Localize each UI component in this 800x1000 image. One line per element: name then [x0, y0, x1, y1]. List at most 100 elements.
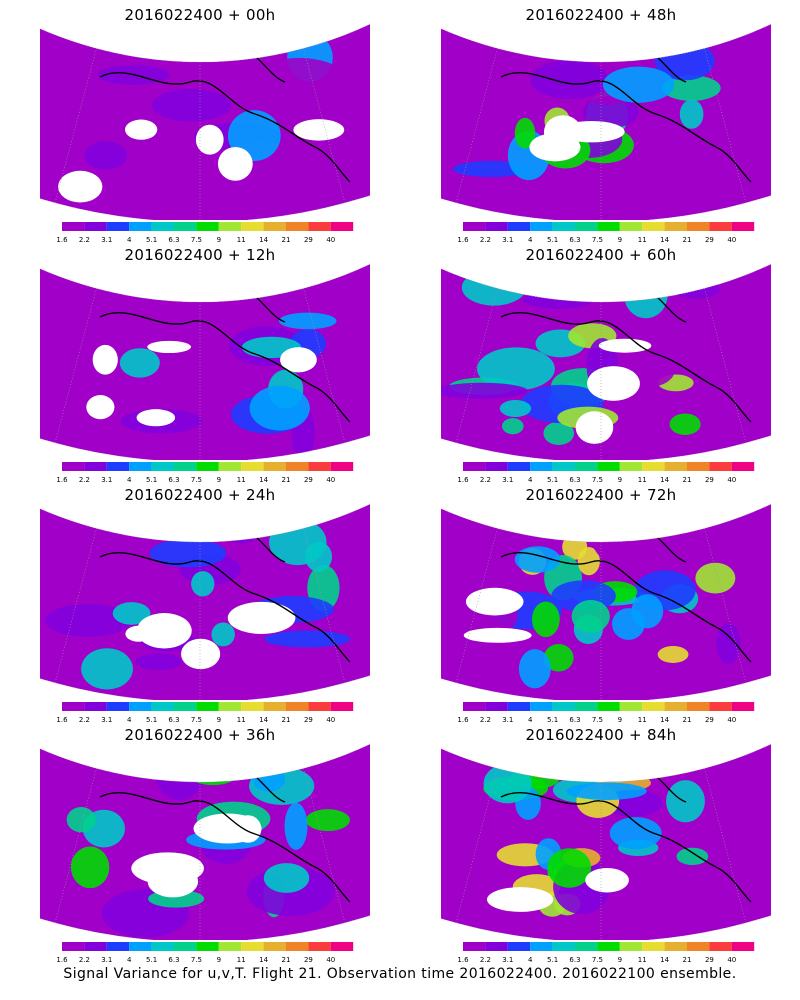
forecast-panel: 2016022400 + 60h 1.6 2.2 3.1 4 5.1 6.3 7.5 9 11 14… [441, 240, 800, 484]
colorbar-swatch [709, 702, 732, 711]
colorbar-label: 5.1 [547, 236, 558, 244]
colorbar-swatch [619, 702, 643, 711]
colorbar-swatch [62, 222, 85, 231]
colorbar: 1.6 2.2 3.1 4 5.1 6.3 7.5 9 11 14 21 29 40 [56, 702, 354, 724]
colorbar-swatch [687, 702, 710, 711]
colorbar-label: 21 [683, 236, 692, 244]
colorbar-label: 14 [660, 476, 669, 484]
colorbar-swatch [218, 222, 242, 231]
colorbar-label: 3.1 [502, 476, 513, 484]
panel-title: 2016022400 + 24h [124, 486, 276, 504]
panel-title: 2016022400 + 84h [525, 726, 677, 744]
colorbar-label: 11 [638, 236, 647, 244]
colorbar-swatch [286, 462, 309, 471]
colorbar-label: 40 [326, 956, 335, 964]
colorbar-label: 14 [660, 956, 669, 964]
colorbar-label: 5.1 [146, 236, 157, 244]
colorbar-swatch [196, 702, 219, 711]
panel-title: 2016022400 + 72h [525, 486, 677, 504]
colorbar-label: 9 [217, 716, 221, 724]
colorbar-label: 11 [638, 476, 647, 484]
colorbar-label: 14 [259, 476, 268, 484]
colorbar-label: 21 [282, 956, 291, 964]
colorbar-swatch [84, 462, 107, 471]
colorbar-swatch [241, 702, 264, 711]
colorbar-swatch [263, 222, 286, 231]
colorbar-swatch [731, 702, 755, 711]
colorbar-label: 29 [705, 236, 714, 244]
forecast-panel: 2016022400 + 00h 1.6 2.2 3.1 4 5.1 6.3 7.5 9 11 14… [40, 0, 400, 244]
colorbar-swatch [263, 462, 286, 471]
colorbar-label: 40 [326, 476, 335, 484]
panel-title: 2016022400 + 48h [525, 6, 677, 24]
colorbar-swatch [151, 222, 174, 231]
colorbar-swatch [552, 462, 575, 471]
panel-title: 2016022400 + 36h [124, 726, 276, 744]
colorbar-label: 7.5 [592, 476, 603, 484]
colorbar-swatch [263, 942, 286, 951]
colorbar-label: 11 [237, 476, 246, 484]
colorbar-label: 3.1 [101, 476, 112, 484]
colorbar-swatch [664, 222, 687, 231]
colorbar-label: 3.1 [502, 716, 513, 724]
variance-map [441, 262, 771, 460]
colorbar-swatch [485, 462, 508, 471]
colorbar: 1.6 2.2 3.1 4 5.1 6.3 7.5 9 11 14 21 29 40 [457, 462, 755, 484]
colorbar-label: 29 [304, 476, 313, 484]
colorbar-label: 1.6 [457, 956, 469, 964]
colorbar-swatch [530, 222, 553, 231]
colorbar-label: 4 [528, 716, 533, 724]
colorbar-swatch [619, 462, 643, 471]
colorbar-swatch [507, 222, 531, 231]
variance-map [441, 502, 771, 700]
colorbar: 1.6 2.2 3.1 4 5.1 6.3 7.5 9 11 14 21 29 40 [56, 942, 354, 964]
colorbar-label: 5.1 [146, 716, 157, 724]
colorbar-swatch [106, 702, 130, 711]
colorbar-swatch [286, 942, 309, 951]
colorbar-swatch [709, 462, 732, 471]
forecast-panel: 2016022400 + 24h 1.6 2.2 3.1 4 5.1 6.3 7.5 9 11 14… [40, 480, 400, 724]
colorbar-label: 6.3 [168, 716, 179, 724]
colorbar-label: 14 [259, 236, 268, 244]
colorbar-swatch [731, 942, 755, 951]
colorbar-swatch [664, 462, 687, 471]
colorbar-label: 3.1 [101, 236, 112, 244]
colorbar-label: 11 [237, 716, 246, 724]
colorbar-swatch [530, 462, 553, 471]
colorbar: 1.6 2.2 3.1 4 5.1 6.3 7.5 9 11 14 21 29 40 [56, 222, 354, 244]
colorbar-swatch [330, 462, 354, 471]
colorbar-label: 2.2 [480, 476, 491, 484]
colorbar-swatch [709, 942, 732, 951]
colorbar-swatch [575, 462, 598, 471]
colorbar-swatch [530, 942, 553, 951]
colorbar-label: 2.2 [79, 236, 90, 244]
colorbar-label: 29 [304, 716, 313, 724]
colorbar-swatch [687, 462, 710, 471]
colorbar-swatch [485, 702, 508, 711]
colorbar-swatch [507, 942, 531, 951]
colorbar-swatch [174, 462, 197, 471]
colorbar-swatch [330, 702, 354, 711]
colorbar-label: 5.1 [547, 716, 558, 724]
colorbar-swatch [241, 222, 264, 231]
colorbar-label: 21 [282, 476, 291, 484]
forecast-panel: 2016022400 + 48h 1.6 2.2 3.1 4 5.1 6.3 7.5 9 11 14… [441, 0, 800, 244]
colorbar-swatch [129, 462, 152, 471]
colorbar-label: 1.6 [457, 716, 469, 724]
colorbar-label: 40 [727, 956, 736, 964]
colorbar-swatch [709, 222, 732, 231]
colorbar-swatch [196, 222, 219, 231]
colorbar-label: 5.1 [547, 956, 558, 964]
colorbar-swatch [62, 702, 85, 711]
colorbar-label: 7.5 [191, 476, 202, 484]
colorbar-swatch [642, 942, 665, 951]
colorbar-label: 40 [727, 476, 736, 484]
colorbar-swatch [106, 942, 130, 951]
colorbar-swatch [597, 462, 620, 471]
colorbar-swatch [664, 702, 687, 711]
colorbar-swatch [597, 222, 620, 231]
colorbar-label: 2.2 [79, 716, 90, 724]
forecast-panel: 2016022400 + 72h 1.6 2.2 3.1 4 5.1 6.3 7.5 9 11 14… [441, 480, 800, 724]
colorbar-swatch [84, 222, 107, 231]
colorbar-swatch [151, 702, 174, 711]
